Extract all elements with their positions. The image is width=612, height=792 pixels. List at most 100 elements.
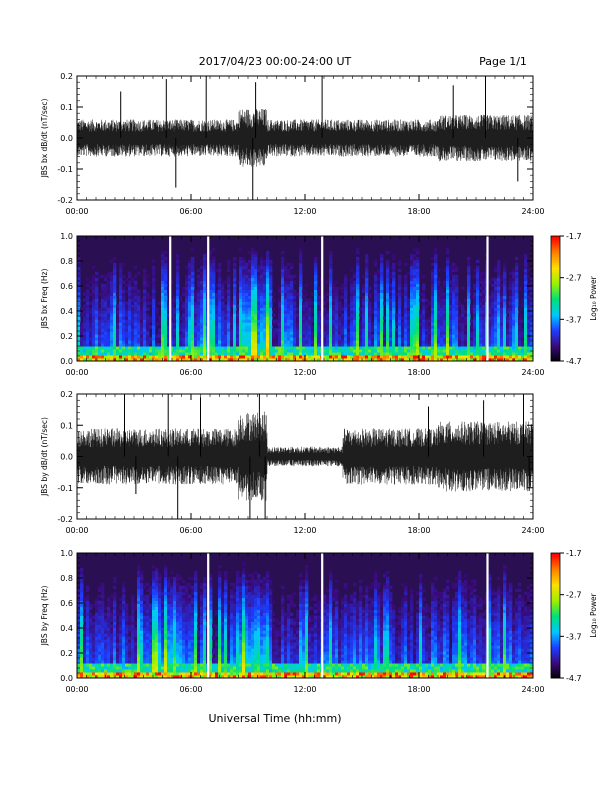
spectrogram-cell	[116, 313, 120, 317]
spectrogram-cell	[281, 307, 285, 311]
spectrogram-cell	[413, 301, 417, 305]
spectrogram-cell	[410, 274, 414, 279]
spectrogram-cell	[308, 325, 312, 329]
spectrogram-cell	[170, 304, 174, 308]
spectrogram-cell	[449, 343, 453, 347]
spectrogram-cell	[143, 334, 147, 338]
spectrogram-cell	[86, 654, 90, 658]
spectrogram-cell	[446, 349, 450, 353]
spectrogram-cell	[353, 289, 357, 293]
spectrogram-cell	[458, 355, 462, 359]
spectrogram-cell	[125, 325, 129, 329]
spectrogram-cell	[218, 271, 222, 276]
spectrogram-cell	[92, 621, 96, 625]
spectrogram-cell	[128, 352, 132, 356]
spectrogram-cell	[167, 307, 171, 311]
spectrogram-cell	[158, 331, 162, 335]
spectrogram-cell	[224, 343, 228, 347]
spectrogram-cell	[284, 292, 288, 296]
spectrogram-cell	[89, 352, 93, 356]
spectrogram-cell	[83, 352, 87, 356]
spectrogram-cell	[455, 280, 459, 285]
spectrogram-cell	[350, 301, 354, 305]
spectrogram-cell	[77, 663, 81, 667]
spectrogram-cell	[407, 358, 411, 362]
spectrogram-cell	[170, 352, 174, 356]
spectrogram-cell	[236, 346, 240, 350]
spectrogram-cell	[191, 328, 195, 332]
spectrogram-cell	[419, 352, 423, 356]
spectrogram-cell	[200, 304, 204, 308]
spectrogram-cell	[263, 337, 267, 341]
spectrogram-cell	[245, 337, 249, 341]
spectrogram-cell	[281, 331, 285, 335]
spectrogram-cell	[362, 328, 366, 332]
spectrogram-cell	[128, 340, 132, 344]
spectrogram-cell	[434, 289, 438, 293]
spectrogram-cell	[254, 313, 258, 317]
spectrogram-cell	[413, 313, 417, 317]
spectrogram-cell	[161, 271, 165, 276]
spectrogram-cell	[179, 295, 183, 299]
spectrogram-cell	[491, 334, 495, 338]
spectrogram-cell	[176, 292, 180, 296]
spectrogram-cell	[242, 358, 246, 362]
spectrogram-cell	[443, 304, 447, 308]
spectrogram-cell	[467, 280, 471, 285]
spectrogram-cell	[356, 358, 360, 362]
spectrogram-cell	[443, 295, 447, 299]
spectrogram-cell	[323, 355, 327, 359]
spectrogram-cell	[413, 325, 417, 329]
spectrogram-cell	[134, 352, 138, 356]
spectrogram-cell	[185, 328, 189, 332]
spectrogram-cell	[521, 301, 525, 305]
x-tick-label: 00:00	[65, 207, 88, 216]
spectrogram-cell	[377, 307, 381, 311]
spectrogram-cell	[203, 283, 207, 287]
spectrogram-cell	[389, 352, 393, 356]
spectrogram-cell	[209, 340, 213, 344]
spectrogram-cell	[473, 358, 477, 362]
spectrogram-cell	[269, 337, 273, 341]
spectrogram-cell	[212, 265, 216, 270]
spectrogram-cell	[512, 301, 516, 305]
spectrogram-cell	[329, 253, 333, 258]
spectrogram-cell	[200, 259, 204, 264]
spectrogram-cell	[470, 337, 474, 341]
spectrogram-cell	[92, 355, 96, 359]
spectrogram-cell	[518, 346, 522, 350]
spectrogram-cell	[248, 292, 252, 296]
spectrogram-cell	[491, 340, 495, 344]
spectrogram-cell	[278, 313, 282, 317]
spectrogram-cell	[365, 340, 369, 344]
spectrogram-cell	[131, 352, 135, 356]
spectrogram-cell	[473, 346, 477, 350]
spectrogram-cell	[416, 277, 420, 282]
spectrogram-cell	[245, 295, 249, 299]
spectrogram-cell	[527, 286, 531, 290]
spectrogram-cell	[116, 325, 120, 329]
spectrogram-cell	[479, 295, 483, 299]
spectrogram-cell	[410, 265, 414, 270]
spectrogram-cell	[83, 660, 87, 664]
spectrogram-cell	[95, 337, 99, 341]
spectrogram-cell	[389, 295, 393, 299]
spectrogram-cell	[89, 648, 93, 652]
spectrogram-cell	[413, 247, 417, 252]
spectrogram-cell	[233, 343, 237, 347]
spectrogram-cell	[200, 319, 204, 323]
spectrogram-cell	[446, 319, 450, 323]
spectrogram-cell	[191, 322, 195, 326]
spectrogram-cell	[95, 304, 99, 308]
spectrogram-cell	[197, 280, 201, 285]
spectrogram-cell	[476, 313, 480, 317]
spectrogram-cell	[281, 268, 285, 273]
spectrogram-cell	[233, 286, 237, 290]
spectrogram-cell	[506, 349, 510, 353]
spectrogram-cell	[518, 328, 522, 332]
spectrogram-cell	[269, 349, 273, 353]
spectrogram-cell	[236, 337, 240, 341]
spectrogram-cell	[173, 310, 177, 314]
spectrogram-cell	[176, 352, 180, 356]
spectrogram-cell	[284, 331, 288, 335]
